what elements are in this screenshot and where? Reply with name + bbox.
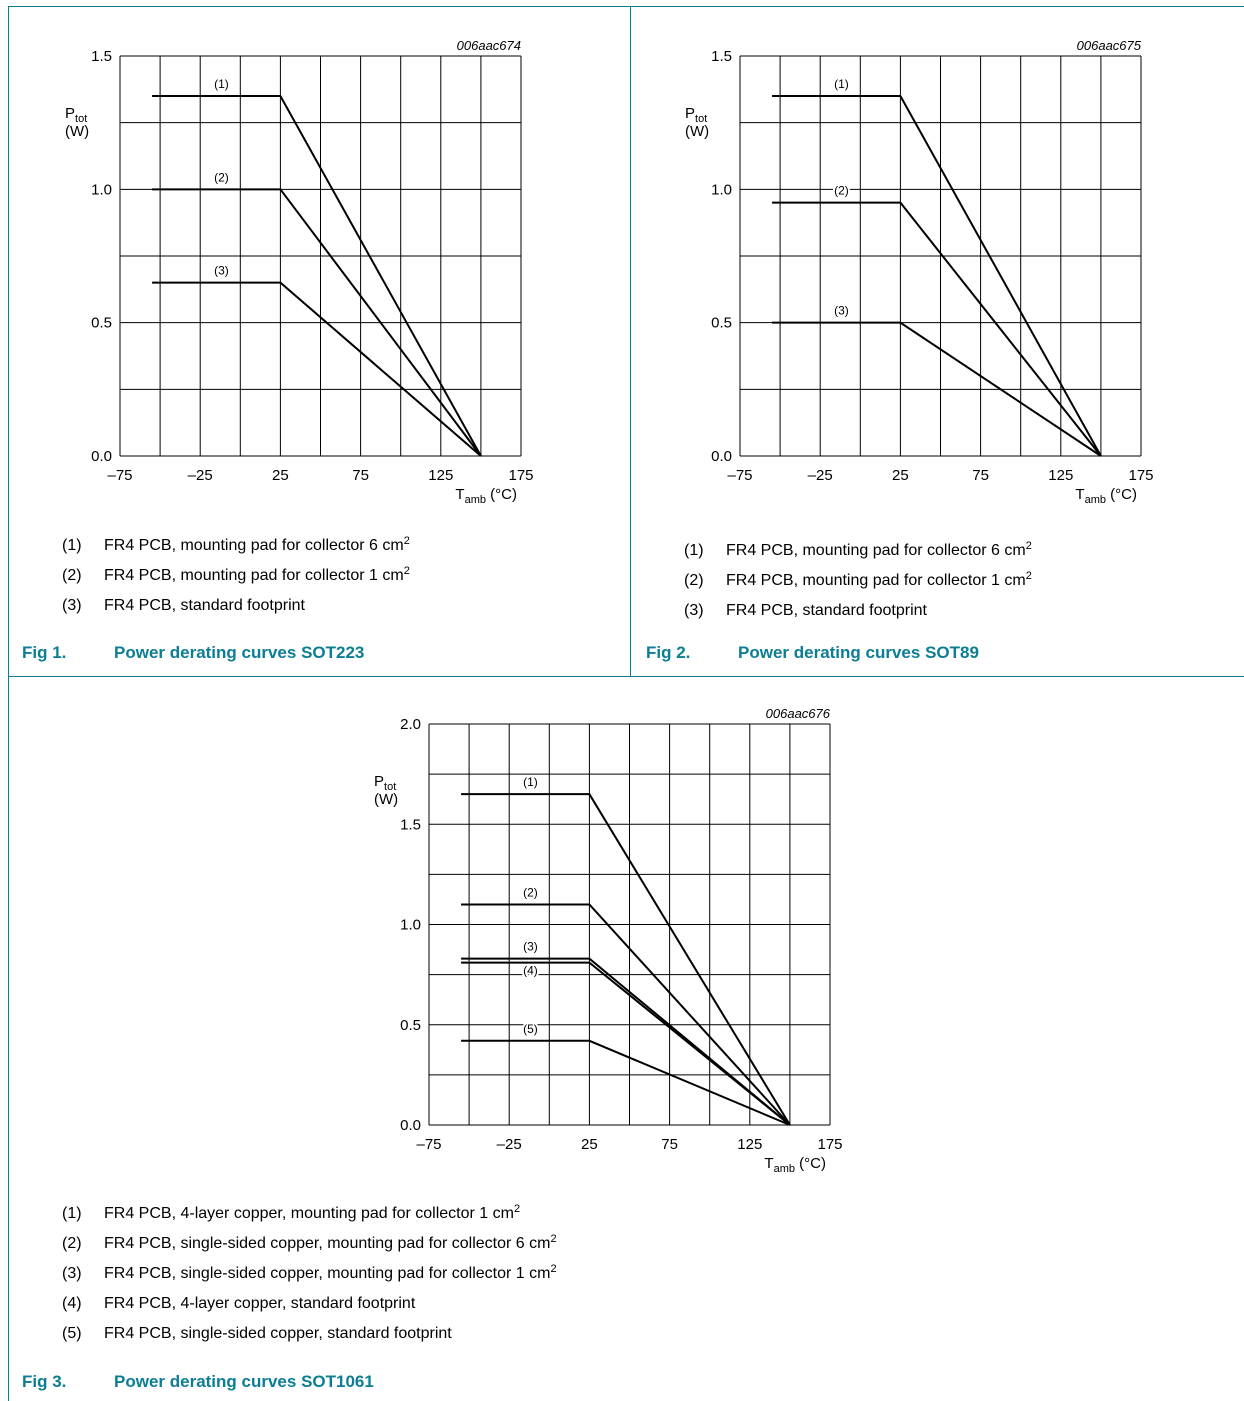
y-tick-label: 0.5 (711, 315, 732, 332)
list-item: (3) FR4 PCB, standard footprint (62, 597, 305, 614)
x-tick-label: –25 (188, 467, 213, 484)
figure-2-caption: Fig 2. Power derating curves SOT89 (646, 643, 979, 662)
series-label: (2) (523, 885, 538, 899)
x-tick-label: 125 (1048, 467, 1073, 484)
y-tick-label: 0.0 (91, 448, 112, 465)
list-item: (2) FR4 PCB, mounting pad for collector 1… (684, 570, 1032, 590)
series-line (772, 201, 1102, 457)
y-tick-label: 1.0 (91, 181, 112, 198)
x-axis-label: Tamb (°C) (764, 1155, 826, 1175)
series-line (461, 961, 791, 1126)
figure-code: 006aac676 (766, 706, 831, 721)
x-tick-label: 125 (737, 1136, 762, 1153)
series-label: (1) (523, 775, 538, 789)
figure-3-plot: 0.0 0.5 1.0 1.5 2.0 –75 –25 25 75 125 175 006aac676… (374, 706, 843, 1175)
figure-1-chart: 0.0 0.5 1.0 1.5 –75 –25 25 75 125 175 006aac674 Pto… (0, 0, 630, 510)
figure-1-notes: (1) FR4 PCB, mounting pad for collector 6… (62, 531, 410, 621)
y-axis-unit: (W) (65, 123, 89, 140)
x-tick-label: 75 (661, 1136, 678, 1153)
frame-top-border (8, 6, 1244, 7)
series-label: (1) (834, 77, 849, 91)
figure-code: 006aac674 (457, 38, 521, 53)
x-tick-label: –75 (727, 467, 752, 484)
y-axis-unit: (W) (374, 791, 398, 808)
list-item: (2) FR4 PCB, mounting pad for collector 1… (62, 565, 410, 585)
x-tick-label: 75 (352, 467, 369, 484)
figure-2-notes: (1) FR4 PCB, mounting pad for collector 6… (684, 536, 1032, 626)
y-tick-label: 1.5 (91, 48, 112, 65)
series-label: (3) (523, 940, 538, 954)
figure-2-chart: 0.0 0.5 1.0 1.5 –75 –25 25 75 125 175 006aac675 Pto… (0, 0, 1244, 510)
series-label: (2) (834, 184, 849, 198)
list-item: (5) FR4 PCB, single-sided copper, standar… (62, 1325, 452, 1342)
frame-left-border (8, 6, 9, 1401)
x-tick-label: 125 (428, 467, 453, 484)
series-line (772, 95, 1102, 457)
series-line (152, 281, 482, 457)
figure-3-chart: 0.0 0.5 1.0 1.5 2.0 –75 –25 25 75 125 175 006aac676… (0, 680, 1244, 1180)
x-tick-label: 25 (892, 467, 909, 484)
x-tick-label: 175 (508, 467, 533, 484)
x-tick-label: –25 (808, 467, 833, 484)
series-line (152, 95, 482, 457)
list-item: (1) FR4 PCB, mounting pad for collector 6… (62, 535, 410, 555)
series-line (772, 321, 1102, 457)
x-axis-label: Tamb (°C) (455, 486, 517, 506)
series-label: (2) (214, 170, 229, 184)
x-tick-label: –75 (107, 467, 132, 484)
list-item: (1) FR4 PCB, mounting pad for collector 6… (684, 540, 1032, 560)
x-tick-label: –25 (497, 1136, 522, 1153)
x-tick-label: 175 (1128, 467, 1153, 484)
y-tick-label: 1.0 (400, 917, 421, 934)
figure-3-notes: (1) FR4 PCB, 4-layer copper, mounting pad… (62, 1199, 557, 1349)
y-tick-label: 1.5 (400, 816, 421, 833)
list-item: (3) FR4 PCB, single-sided copper, mountin… (62, 1263, 557, 1283)
x-tick-label: 75 (972, 467, 989, 484)
y-tick-label: 0.5 (91, 315, 112, 332)
y-tick-label: 0.5 (400, 1017, 421, 1034)
y-axis-label: Ptot (685, 105, 707, 125)
series-line (461, 1039, 791, 1126)
y-axis-unit: (W) (685, 123, 709, 140)
series-line (461, 793, 791, 1126)
list-item: (1) FR4 PCB, 4-layer copper, mounting pad… (62, 1203, 521, 1223)
y-tick-label: 1.5 (711, 48, 732, 65)
y-axis-label: Ptot (374, 773, 396, 793)
series-label: (5) (523, 1022, 538, 1036)
y-tick-label: 1.0 (711, 181, 732, 198)
y-axis-label: Ptot (65, 105, 87, 125)
frame-horizontal-divider (8, 676, 1244, 677)
series-line (152, 188, 482, 457)
figure-1-caption: Fig 1. Power derating curves SOT223 (22, 643, 365, 662)
series-line (461, 903, 791, 1126)
x-tick-label: 175 (817, 1136, 842, 1153)
frame-middle-divider (630, 6, 631, 676)
list-item: (3) FR4 PCB, standard footprint (684, 602, 927, 619)
x-tick-label: 25 (581, 1136, 598, 1153)
y-tick-label: 2.0 (400, 716, 421, 733)
x-tick-label: –75 (416, 1136, 441, 1153)
figure-1-plot: 0.0 0.5 1.0 1.5 –75 –25 25 75 125 175 006aac674 Pto… (65, 38, 534, 506)
figure-2-plot: 0.0 0.5 1.0 1.5 –75 –25 25 75 125 175 006aac675 Pto… (685, 38, 1154, 506)
figure-code: 006aac675 (1077, 38, 1142, 53)
y-tick-label: 0.0 (400, 1117, 421, 1134)
x-axis-label: Tamb (°C) (1075, 486, 1137, 506)
series-label: (4) (523, 964, 538, 978)
list-item: (2) FR4 PCB, single-sided copper, mountin… (62, 1233, 557, 1253)
series-label: (3) (214, 264, 229, 278)
series-label: (1) (214, 77, 229, 91)
series-line (461, 957, 791, 1126)
x-tick-label: 25 (272, 467, 289, 484)
list-item: (4) FR4 PCB, 4-layer copper, standard foo… (62, 1295, 416, 1312)
series-label: (3) (834, 304, 849, 318)
y-tick-label: 0.0 (711, 448, 732, 465)
figure-3-caption: Fig 3. Power derating curves SOT1061 (22, 1372, 374, 1391)
